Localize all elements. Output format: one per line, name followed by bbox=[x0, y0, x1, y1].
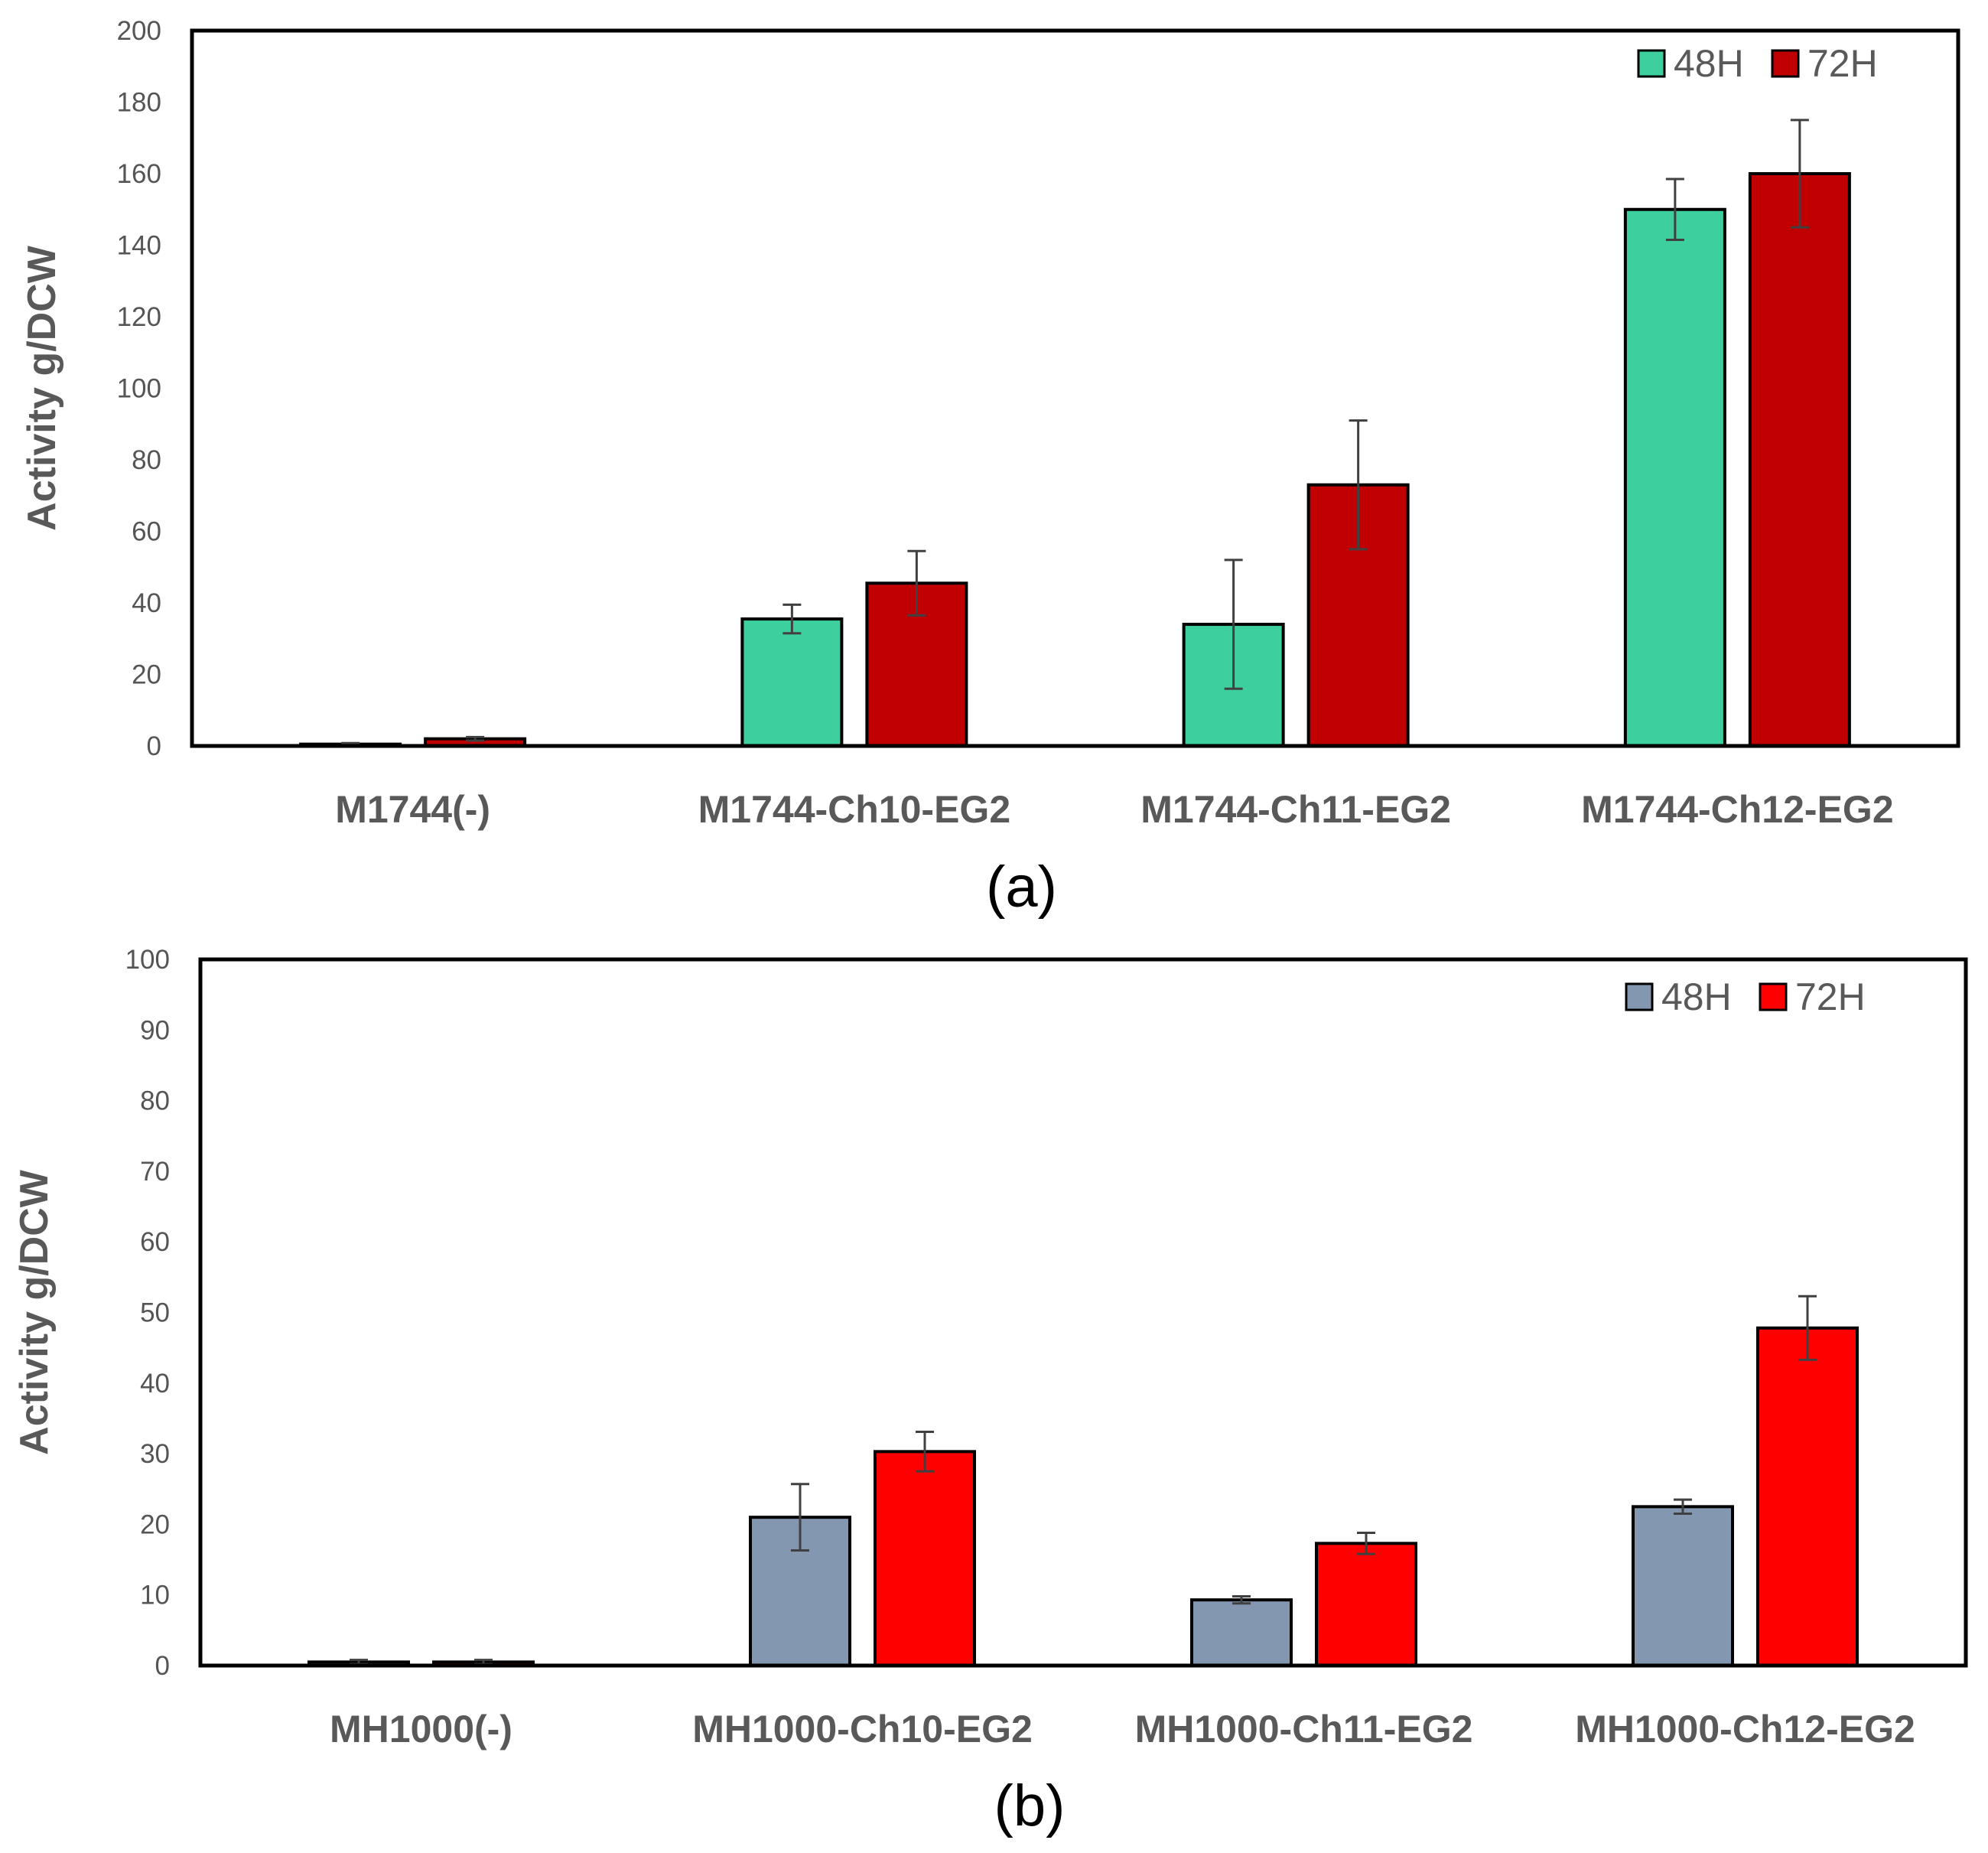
bar-48h-2 bbox=[740, 617, 844, 747]
error-bar-72h-4 bbox=[1790, 119, 1809, 229]
legend-swatch-48h bbox=[1625, 982, 1654, 1011]
y-tick-label: 70 bbox=[140, 1157, 170, 1187]
y-tick-label: 90 bbox=[140, 1015, 170, 1045]
y-axis-label: Activity g/DCW bbox=[12, 1169, 57, 1455]
legend-label-48h: 48H bbox=[1674, 42, 1744, 85]
error-bar-48h-3 bbox=[1224, 559, 1243, 690]
y-tick-label: 180 bbox=[117, 88, 161, 118]
y-tick-label: 140 bbox=[117, 231, 161, 261]
y-tick-label: 10 bbox=[140, 1581, 170, 1610]
error-bar-48h-2 bbox=[791, 1483, 809, 1552]
error-bar-72h-3 bbox=[1357, 1531, 1375, 1555]
legend-swatch-48h bbox=[1637, 49, 1666, 78]
category-label: MH1000-Ch11-EG2 bbox=[1135, 1708, 1473, 1750]
y-tick-label: 120 bbox=[117, 302, 161, 332]
error-bar-72h-2 bbox=[907, 549, 926, 617]
bar-48h-3 bbox=[1190, 1598, 1293, 1667]
y-tick-label: 40 bbox=[132, 588, 161, 618]
bar-72h-3 bbox=[1315, 1542, 1417, 1668]
error-bar-72h-4 bbox=[1798, 1294, 1817, 1361]
legend-label-72h: 72H bbox=[1795, 975, 1866, 1018]
error-bar-48h-2 bbox=[783, 603, 802, 635]
y-tick-label: 20 bbox=[140, 1509, 170, 1539]
category-label: M1744(-) bbox=[335, 788, 490, 831]
category-label: MH1000(-) bbox=[330, 1708, 512, 1750]
y-tick-label: 50 bbox=[140, 1298, 170, 1328]
error-bar-72h-1 bbox=[466, 735, 485, 742]
bar-72h-4 bbox=[1756, 1326, 1859, 1668]
error-bar-48h-3 bbox=[1232, 1595, 1251, 1605]
panel-a: 0 20 40 60 80 100 120 140 160 180 200 Activity g/DC… bbox=[20, 16, 1960, 920]
legend-swatch-72h bbox=[1759, 982, 1788, 1011]
legend: 48H 72H bbox=[1625, 975, 1866, 1018]
error-bar-48h-4 bbox=[1665, 177, 1684, 241]
category-label: MH1000-Ch10-EG2 bbox=[692, 1708, 1033, 1750]
y-tick-label: 80 bbox=[132, 445, 161, 475]
category-label: M1744-Ch12-EG2 bbox=[1581, 788, 1894, 831]
panel-label: (a) bbox=[986, 855, 1057, 920]
bar-72h-4 bbox=[1748, 172, 1851, 747]
y-tick-label: 60 bbox=[140, 1227, 170, 1257]
category-label: MH1000-Ch12-EG2 bbox=[1575, 1708, 1915, 1750]
bar-72h-2 bbox=[874, 1450, 976, 1668]
panel-label: (b) bbox=[994, 1773, 1066, 1838]
legend-swatch-72h bbox=[1771, 49, 1800, 78]
y-tick-label: 200 bbox=[117, 16, 161, 46]
bar-48h-4 bbox=[1623, 207, 1726, 747]
y-tick-label: 100 bbox=[125, 945, 170, 975]
y-tick-label: 0 bbox=[155, 1651, 170, 1681]
y-axis-label: Activity g/DCW bbox=[20, 245, 64, 531]
y-tick-label: 160 bbox=[117, 159, 161, 189]
category-label: M1744-Ch10-EG2 bbox=[698, 788, 1011, 831]
legend-label-72h: 72H bbox=[1807, 42, 1878, 85]
error-bar-72h-3 bbox=[1349, 419, 1368, 551]
y-tick-label: 80 bbox=[140, 1086, 170, 1116]
y-tick-label: 30 bbox=[140, 1439, 170, 1469]
legend: 48H 72H bbox=[1637, 42, 1878, 85]
error-bar-72h-2 bbox=[916, 1430, 934, 1473]
error-bar-48h-4 bbox=[1674, 1498, 1692, 1516]
y-tick-label: 60 bbox=[132, 517, 161, 547]
y-tick-label: 100 bbox=[117, 374, 161, 404]
y-tick-label: 20 bbox=[132, 660, 161, 690]
y-tick-label: 0 bbox=[147, 731, 161, 761]
legend-label-48h: 48H bbox=[1661, 975, 1732, 1018]
y-tick-label: 40 bbox=[140, 1369, 170, 1399]
bar-48h-4 bbox=[1632, 1505, 1734, 1667]
panel-b: 0 10 20 30 40 50 60 70 80 90 100 Activity g/DCW MH10… bbox=[12, 945, 1968, 1838]
category-label: M1744-Ch11-EG2 bbox=[1140, 788, 1451, 831]
